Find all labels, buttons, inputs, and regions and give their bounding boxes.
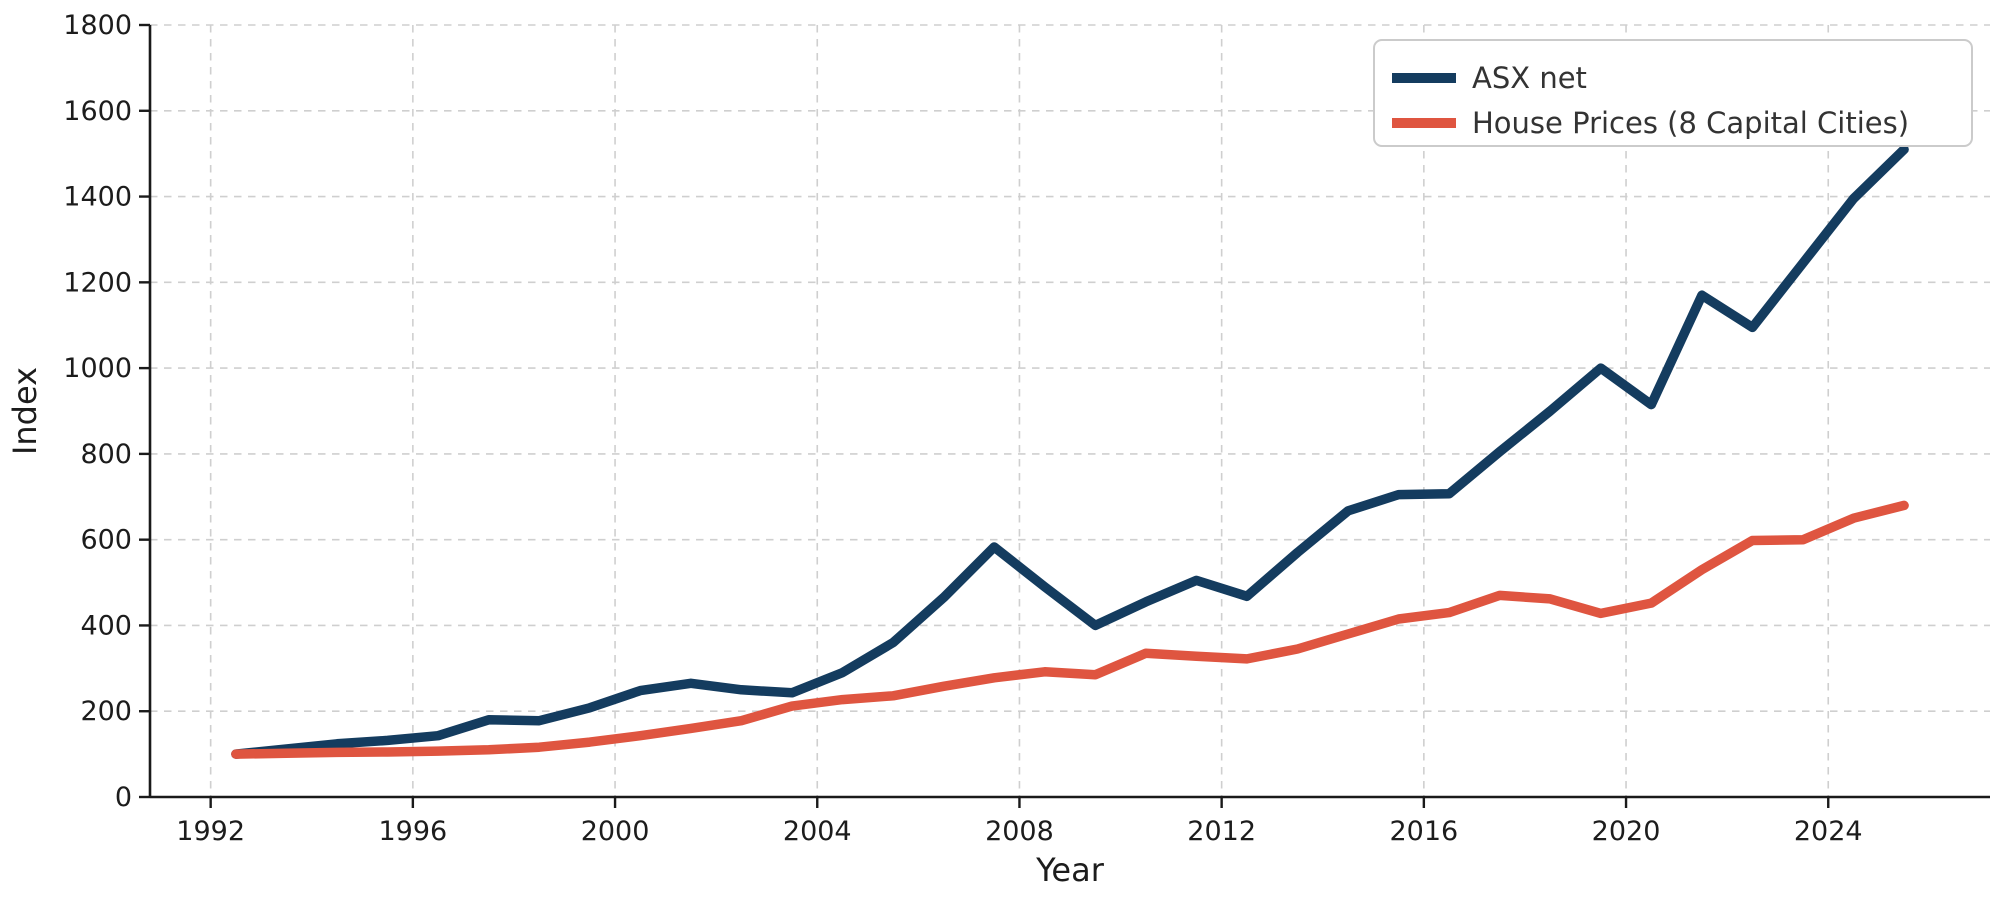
x-tick-label: 2000 (581, 816, 650, 847)
y-tick-label: 600 (80, 525, 132, 556)
y-axis-label: Index (6, 367, 44, 455)
x-tick-label: 2016 (1389, 816, 1458, 847)
x-tick-label: 2008 (985, 816, 1054, 847)
x-tick-label: 2024 (1794, 816, 1863, 847)
x-axis-label: Year (1035, 851, 1105, 889)
y-tick-label: 0 (115, 782, 132, 813)
y-tick-label: 200 (80, 696, 132, 727)
series-line-asx-net (231, 144, 1909, 759)
x-tick-label: 1992 (176, 816, 245, 847)
y-tick-label: 400 (80, 610, 132, 641)
x-tick-label: 2020 (1592, 816, 1661, 847)
legend-label: House Prices (8 Capital Cities) (1472, 106, 1909, 140)
legend-label: ASX net (1472, 61, 1587, 95)
y-tick-label: 1000 (63, 353, 132, 384)
y-tick-label: 1800 (63, 10, 132, 41)
x-tick-label: 1996 (378, 816, 447, 847)
x-tick-label: 2004 (783, 816, 852, 847)
y-tick-label: 1400 (63, 182, 132, 213)
y-tick-label: 1600 (63, 96, 132, 127)
series-line-house-prices-8-capital-cities (231, 500, 1909, 759)
y-tick-label: 1200 (63, 267, 132, 298)
y-tick-label: 800 (80, 439, 132, 470)
legend-box (1373, 39, 1973, 147)
x-tick-label: 2012 (1187, 816, 1256, 847)
